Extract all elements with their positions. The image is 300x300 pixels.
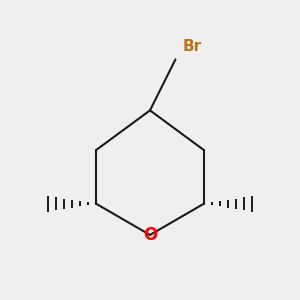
Text: O: O (143, 226, 157, 244)
Text: Br: Br (183, 39, 202, 54)
